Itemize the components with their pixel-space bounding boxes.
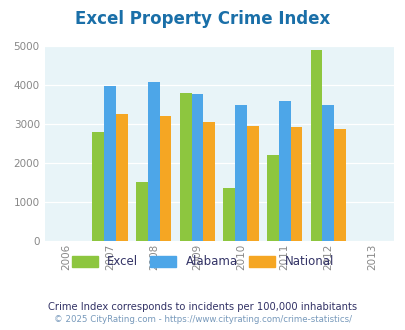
Bar bbox=[179, 93, 191, 241]
Bar bbox=[147, 82, 159, 241]
Bar bbox=[223, 188, 234, 241]
Bar bbox=[203, 122, 215, 241]
Bar bbox=[136, 182, 147, 241]
Text: Crime Index corresponds to incidents per 100,000 inhabitants: Crime Index corresponds to incidents per… bbox=[48, 302, 357, 312]
Bar bbox=[104, 86, 116, 241]
Text: Excel Property Crime Index: Excel Property Crime Index bbox=[75, 10, 330, 28]
Bar bbox=[266, 155, 278, 241]
Bar bbox=[191, 94, 203, 241]
Bar bbox=[246, 126, 258, 241]
Bar bbox=[322, 105, 333, 241]
Bar bbox=[234, 105, 246, 241]
Text: © 2025 CityRating.com - https://www.cityrating.com/crime-statistics/: © 2025 CityRating.com - https://www.city… bbox=[54, 315, 351, 324]
Bar bbox=[159, 116, 171, 241]
Bar bbox=[116, 114, 128, 241]
Bar bbox=[92, 132, 104, 241]
Bar bbox=[290, 127, 302, 241]
Bar bbox=[278, 101, 290, 241]
Bar bbox=[333, 129, 345, 241]
Bar bbox=[310, 50, 322, 241]
Legend: Excel, Alabama, National: Excel, Alabama, National bbox=[67, 250, 338, 273]
